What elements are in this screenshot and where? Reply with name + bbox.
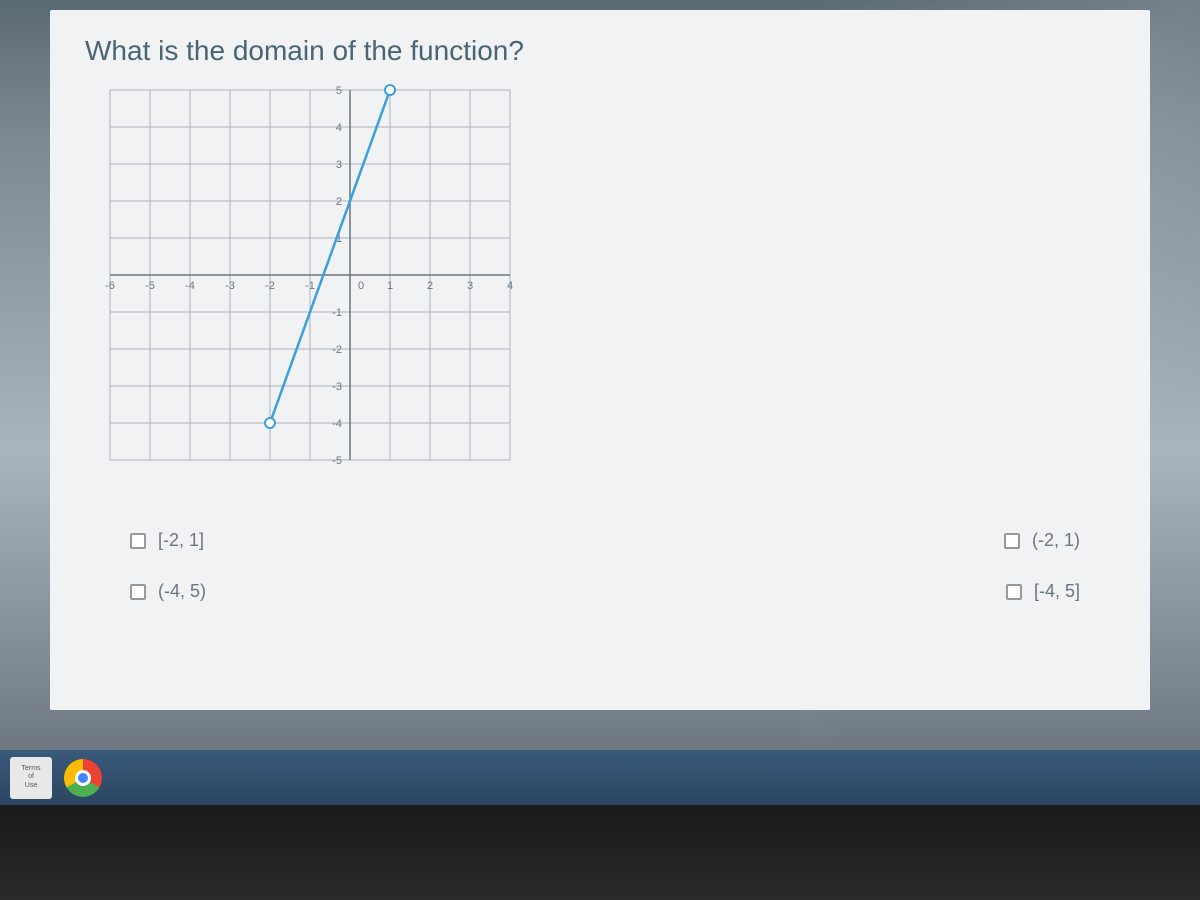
graph-container: -6-5-4-3-2-112340-5-4-3-2-112345	[90, 80, 530, 480]
svg-text:4: 4	[336, 122, 342, 134]
terms-of-use-button[interactable]: Terms of Use	[10, 757, 52, 799]
svg-text:2: 2	[427, 280, 433, 292]
answer-row-2: (-4, 5) [-4, 5]	[130, 581, 1080, 602]
svg-text:-2: -2	[332, 344, 342, 356]
answer-option-b[interactable]: (-2, 1)	[1004, 530, 1080, 551]
svg-text:-5: -5	[145, 280, 155, 292]
svg-text:2: 2	[336, 196, 342, 208]
svg-text:-3: -3	[332, 381, 342, 393]
terms-line3: Use	[25, 782, 37, 790]
svg-text:-5: -5	[332, 455, 342, 467]
svg-text:-3: -3	[225, 280, 235, 292]
answer-option-d[interactable]: [-4, 5]	[1006, 581, 1080, 602]
answers-container: [-2, 1] (-2, 1) (-4, 5) [-4, 5]	[130, 530, 1080, 632]
terms-line2: of	[28, 773, 34, 781]
svg-text:-4: -4	[185, 280, 195, 292]
answer-label: (-2, 1)	[1032, 530, 1080, 551]
svg-text:-4: -4	[332, 418, 342, 430]
taskbar: Terms of Use	[0, 750, 1200, 805]
answer-option-a[interactable]: [-2, 1]	[130, 530, 204, 551]
checkbox-icon	[130, 533, 146, 549]
svg-text:3: 3	[467, 280, 473, 292]
answer-row-1: [-2, 1] (-2, 1)	[130, 530, 1080, 551]
terms-line1: Terms	[21, 765, 40, 773]
svg-text:-1: -1	[332, 307, 342, 319]
svg-text:4: 4	[507, 280, 513, 292]
svg-text:3: 3	[336, 159, 342, 171]
answer-option-c[interactable]: (-4, 5)	[130, 581, 206, 602]
svg-text:-1: -1	[305, 280, 315, 292]
chrome-center-icon	[75, 770, 91, 786]
desk-area	[0, 805, 1200, 900]
chrome-browser-icon[interactable]	[64, 759, 102, 797]
checkbox-icon	[1006, 584, 1022, 600]
answer-label: [-2, 1]	[158, 530, 204, 551]
coordinate-graph: -6-5-4-3-2-112340-5-4-3-2-112345	[90, 80, 530, 480]
svg-text:1: 1	[387, 280, 393, 292]
svg-text:-6: -6	[105, 280, 115, 292]
quiz-content-area: What is the domain of the function? -6 -5…	[50, 10, 1150, 710]
svg-text:5: 5	[336, 85, 342, 97]
answer-label: [-4, 5]	[1034, 581, 1080, 602]
question-title: What is the domain of the function?	[85, 35, 524, 67]
answer-label: (-4, 5)	[158, 581, 206, 602]
checkbox-icon	[1004, 533, 1020, 549]
checkbox-icon	[130, 584, 146, 600]
svg-text:-2: -2	[265, 280, 275, 292]
svg-text:0: 0	[358, 280, 364, 292]
